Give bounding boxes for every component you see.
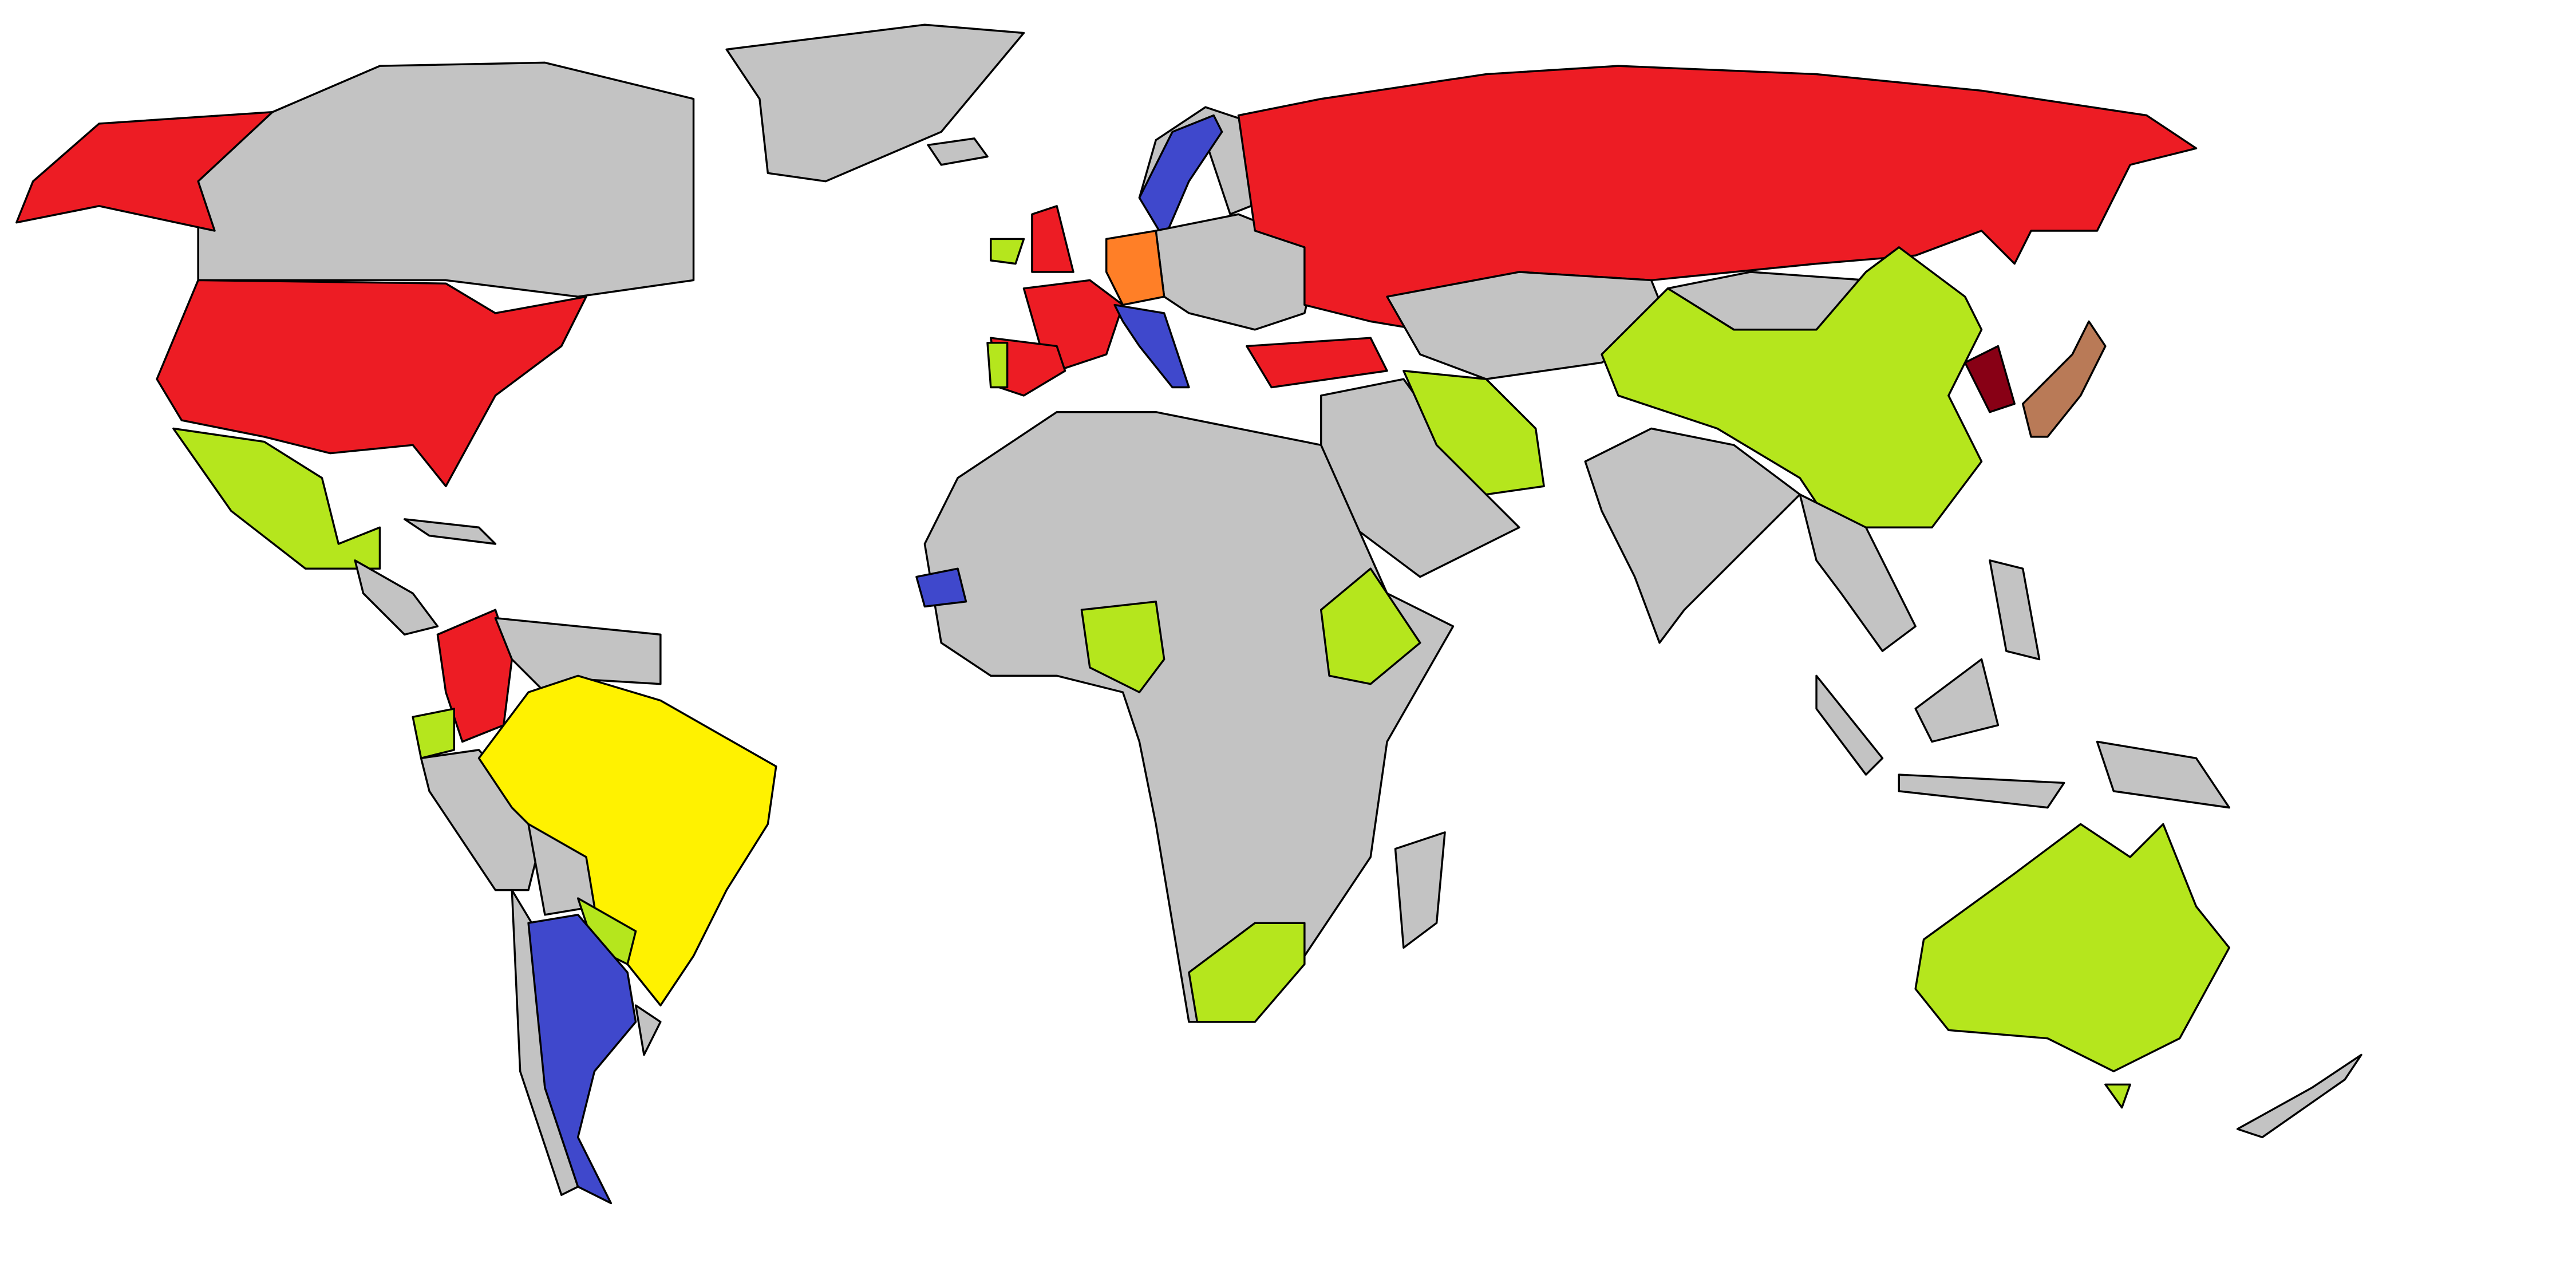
country-madagascar xyxy=(1394,831,1446,949)
country-iran xyxy=(1402,370,1545,496)
country-turkey xyxy=(1246,337,1388,389)
country-russia xyxy=(1237,65,2198,331)
country-new-zealand xyxy=(2236,1053,2362,1139)
country-senegal xyxy=(915,567,967,608)
country-papua-new-guinea xyxy=(2096,740,2230,809)
country-tasmania xyxy=(2104,1083,2131,1109)
country-usa xyxy=(156,279,587,487)
country-japan xyxy=(2021,320,2107,438)
country-mexico xyxy=(172,427,381,570)
country-cuba xyxy=(403,518,497,545)
country-iceland xyxy=(927,137,989,166)
region-southeast-asia xyxy=(1799,493,1917,652)
country-south-africa xyxy=(1188,922,1306,1023)
country-greenland xyxy=(725,23,1025,183)
country-germany xyxy=(1105,230,1165,306)
country-portugal xyxy=(986,342,1009,389)
country-java xyxy=(1898,773,2065,809)
country-uruguay xyxy=(634,1004,662,1056)
country-australia xyxy=(1914,823,2230,1072)
country-uk xyxy=(1031,205,1074,273)
region-eastern-europe xyxy=(1155,213,1322,331)
country-canada xyxy=(197,61,695,298)
country-italy xyxy=(1113,303,1190,389)
country-ethiopia xyxy=(1319,567,1421,685)
country-india xyxy=(1584,427,1801,644)
country-nigeria xyxy=(1080,601,1165,693)
country-ecuador xyxy=(412,708,455,760)
country-ireland xyxy=(990,238,1025,265)
country-sumatra xyxy=(1815,674,1884,776)
country-korea xyxy=(1963,345,2016,413)
country-philippines xyxy=(1989,559,2041,661)
country-peru xyxy=(420,749,546,891)
country-alaska xyxy=(15,111,274,232)
country-borneo xyxy=(1914,658,2000,743)
country-bolivia xyxy=(527,823,596,916)
country-argentina xyxy=(527,914,637,1205)
region-central-america xyxy=(354,559,439,636)
